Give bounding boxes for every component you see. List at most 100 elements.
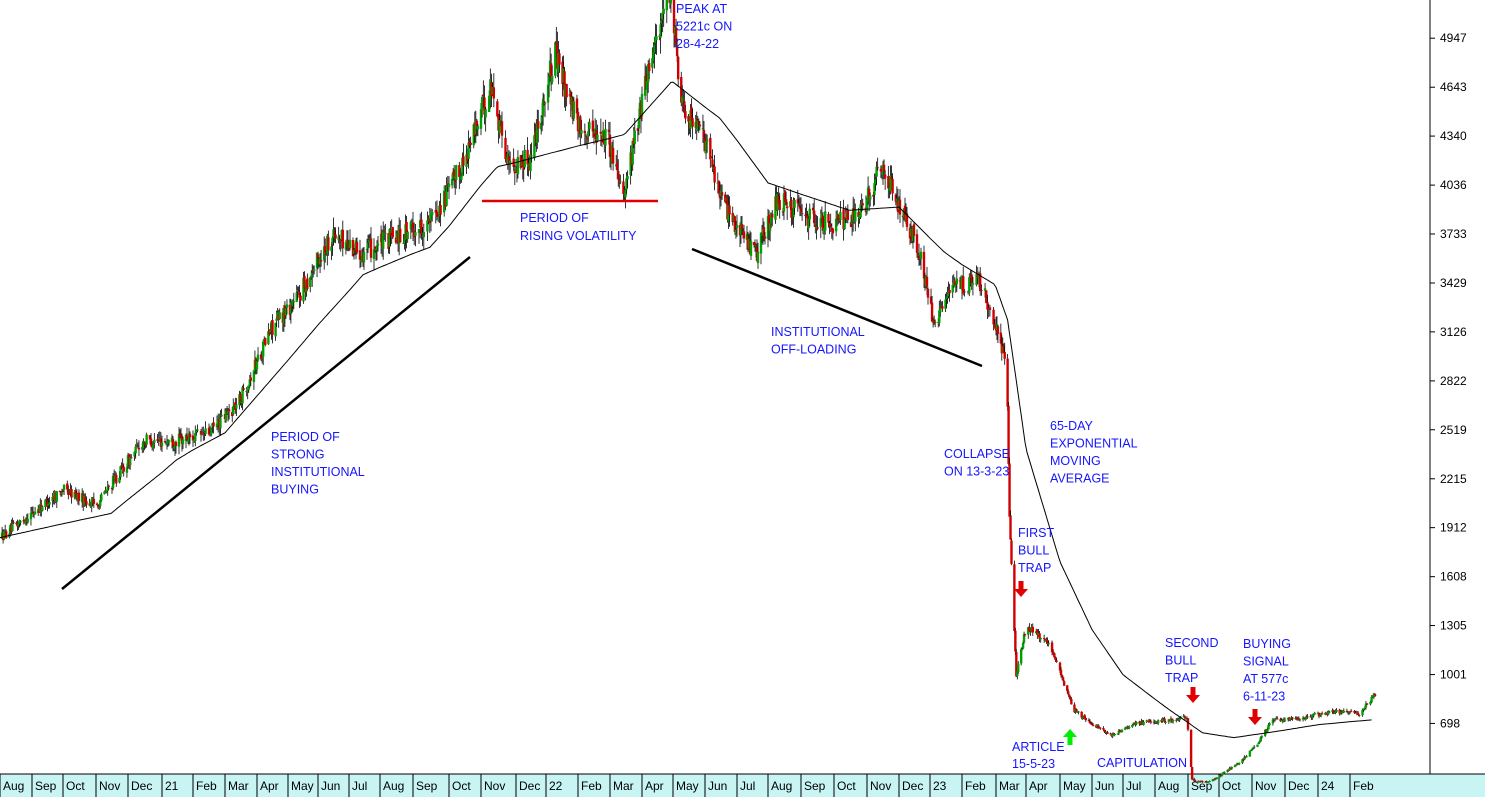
first-bull-trap-arrow bbox=[1014, 581, 1028, 597]
annotation-volatility: RISING VOLATILITY bbox=[520, 229, 637, 243]
candle-down bbox=[986, 302, 989, 310]
candle-up bbox=[1131, 724, 1134, 727]
x-tick-label: Nov bbox=[1255, 779, 1276, 793]
candle-down bbox=[584, 135, 588, 137]
candle-down bbox=[585, 137, 589, 140]
candle-up bbox=[224, 411, 228, 421]
candle-down bbox=[953, 280, 956, 287]
candle-down bbox=[149, 438, 153, 446]
candle-up bbox=[260, 357, 264, 359]
candle-up bbox=[975, 273, 978, 286]
candle-down bbox=[351, 240, 355, 256]
candle-down bbox=[353, 249, 357, 252]
candle-up bbox=[1208, 780, 1211, 782]
candle-down bbox=[391, 227, 394, 238]
candle-down bbox=[1083, 715, 1086, 719]
x-tick-label: Nov bbox=[99, 779, 120, 793]
candle-up bbox=[807, 218, 810, 228]
candle-down bbox=[894, 194, 897, 202]
annotation-collapse: ON 13-3-23 bbox=[944, 465, 1009, 479]
candle-down bbox=[683, 101, 686, 112]
candle-down bbox=[346, 239, 350, 246]
candle-up bbox=[839, 211, 842, 221]
candle-down bbox=[549, 63, 553, 79]
candle-down bbox=[891, 178, 894, 194]
x-tick-label: Jul bbox=[352, 779, 367, 793]
candle-down bbox=[690, 107, 693, 120]
candle-down bbox=[799, 208, 803, 212]
x-tick-label: Oct bbox=[452, 779, 471, 793]
candle-down bbox=[976, 273, 979, 278]
candle-down bbox=[299, 295, 302, 301]
candle-down bbox=[1102, 728, 1105, 730]
candle-down bbox=[316, 254, 320, 259]
candle-down bbox=[1044, 639, 1047, 641]
candle-up bbox=[1245, 756, 1248, 758]
candle-down bbox=[1003, 352, 1006, 359]
candle-up bbox=[125, 467, 129, 473]
annotation-buying: BUYING bbox=[271, 483, 319, 497]
candle-down bbox=[1073, 704, 1076, 713]
candle-up bbox=[960, 275, 964, 290]
candle-up bbox=[889, 175, 892, 192]
moving-average-line bbox=[0, 81, 1372, 739]
candle-down bbox=[136, 445, 140, 447]
x-tick-label: Aug bbox=[771, 779, 792, 793]
article-arrow bbox=[1063, 729, 1077, 745]
candle-up bbox=[1223, 771, 1226, 774]
candle-up bbox=[1273, 718, 1277, 721]
candle-down bbox=[334, 234, 337, 239]
candle-down bbox=[926, 288, 930, 298]
candle-up bbox=[375, 245, 379, 250]
candle-up bbox=[219, 417, 222, 429]
candle-down bbox=[1014, 630, 1017, 652]
candle-up bbox=[508, 160, 512, 165]
candle-down bbox=[611, 147, 615, 164]
candle-down bbox=[12, 522, 15, 524]
candle-up bbox=[1363, 707, 1366, 709]
x-tick-label: 22 bbox=[549, 779, 563, 793]
candle-down bbox=[1006, 358, 1009, 407]
candle-down bbox=[771, 213, 774, 218]
candle-down bbox=[583, 130, 587, 134]
candle-up bbox=[406, 231, 409, 240]
candle-up bbox=[572, 101, 576, 119]
candle-down bbox=[698, 124, 702, 127]
candle-up bbox=[947, 291, 950, 297]
candle-up bbox=[445, 185, 448, 206]
candle-down bbox=[800, 213, 804, 215]
candle-down bbox=[867, 188, 871, 199]
candle-up bbox=[226, 410, 230, 414]
candle-down bbox=[675, 46, 679, 57]
candle-down bbox=[1091, 724, 1095, 726]
candle-down bbox=[1109, 733, 1112, 735]
candle-up bbox=[384, 232, 387, 235]
offloading-trend-line bbox=[691, 247, 983, 368]
x-tick-label: Mar bbox=[228, 779, 249, 793]
candle-down bbox=[672, 0, 676, 34]
candle-up bbox=[381, 231, 385, 249]
candle-down bbox=[905, 213, 909, 227]
y-tick-label: 3733 bbox=[1440, 227, 1467, 241]
candle-up bbox=[376, 243, 380, 246]
y-tick-label: 1305 bbox=[1440, 619, 1467, 633]
candle-up bbox=[945, 298, 948, 300]
candle-down bbox=[1008, 463, 1011, 517]
candle-down bbox=[979, 273, 982, 292]
candle-down bbox=[763, 236, 767, 239]
candle-up bbox=[1178, 719, 1181, 721]
candle-down bbox=[389, 230, 392, 236]
candle-down bbox=[31, 511, 35, 514]
candle-up bbox=[359, 260, 363, 262]
candle-up bbox=[11, 523, 14, 532]
x-tick-label: Dec bbox=[519, 779, 540, 793]
candle-down bbox=[872, 194, 875, 197]
candle-down bbox=[790, 199, 793, 218]
y-tick-label: 1001 bbox=[1440, 668, 1467, 682]
candle-up bbox=[854, 209, 857, 222]
candle-up bbox=[1077, 711, 1080, 713]
candle-up bbox=[152, 444, 155, 449]
candle-down bbox=[898, 199, 902, 215]
candle-down bbox=[709, 137, 712, 160]
